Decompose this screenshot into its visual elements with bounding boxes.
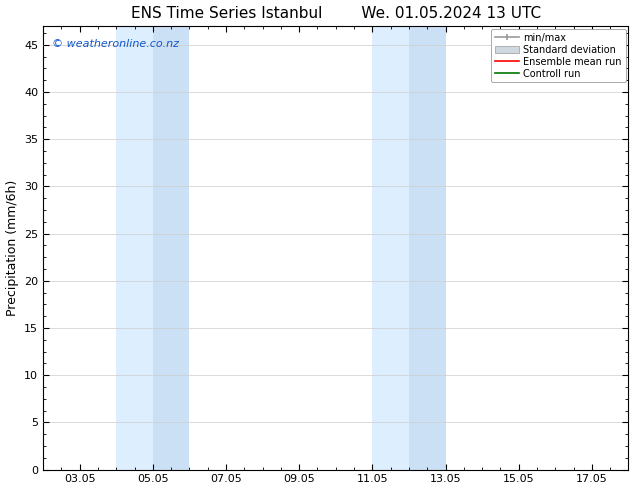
Title: ENS Time Series Istanbul        We. 01.05.2024 13 UTC: ENS Time Series Istanbul We. 01.05.2024 … — [131, 5, 541, 21]
Bar — [116, 26, 153, 469]
Y-axis label: Precipitation (mm/6h): Precipitation (mm/6h) — [6, 180, 18, 316]
Legend: min/max, Standard deviation, Ensemble mean run, Controll run: min/max, Standard deviation, Ensemble me… — [491, 29, 626, 82]
Bar — [153, 26, 190, 469]
Bar — [372, 26, 409, 469]
Text: © weatheronline.co.nz: © weatheronline.co.nz — [52, 39, 179, 49]
Bar — [409, 26, 446, 469]
